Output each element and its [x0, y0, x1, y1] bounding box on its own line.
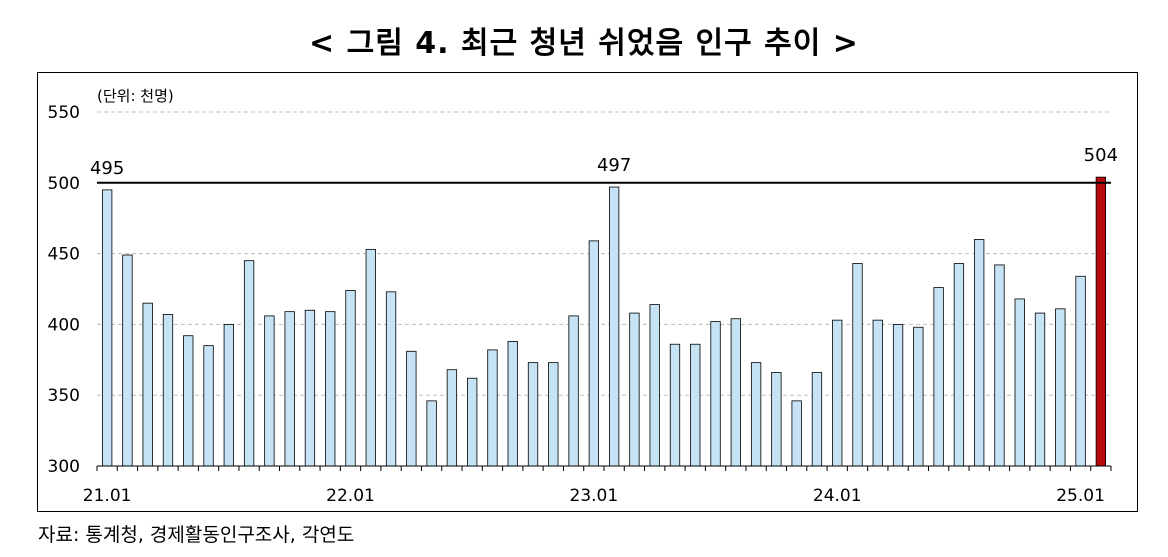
bar-24.02	[852, 263, 863, 467]
bar-21.06	[203, 345, 214, 467]
bar-23.02	[608, 186, 620, 467]
bar-23.03	[629, 312, 640, 467]
bar-24.08	[974, 239, 985, 467]
bar-22.02	[365, 248, 376, 467]
bar-22.08	[487, 349, 498, 467]
bar-22.05	[426, 400, 437, 467]
bar-23.11	[791, 400, 802, 467]
bar-23.10	[771, 372, 782, 467]
x-tick-label-22.01: 22.01	[326, 486, 375, 506]
bar-24.05	[913, 326, 924, 467]
x-tick-label-25.01: 25.01	[1056, 486, 1105, 506]
bar-21.03	[142, 302, 153, 467]
bar-24.11	[1034, 312, 1046, 467]
bar-21.07	[223, 323, 234, 467]
bar-23.08	[730, 318, 741, 467]
bar-22.01	[345, 290, 356, 467]
bar-22.10	[527, 362, 539, 467]
bar-25.01	[1075, 275, 1086, 467]
bar-49	[1095, 176, 1107, 467]
bar-22.04	[406, 350, 417, 467]
bar-21.09	[264, 315, 275, 467]
y-tick-label-300: 300	[48, 457, 80, 477]
x-tick-label-23.01: 23.01	[570, 486, 619, 506]
data-label-504: 504	[1084, 145, 1118, 166]
data-label-497: 497	[597, 155, 631, 176]
x-tick-label-21.01: 21.01	[83, 486, 132, 506]
bar-23.09	[750, 362, 762, 467]
bar-23.01	[588, 240, 600, 467]
x-tick-label-24.01: 24.01	[813, 486, 862, 506]
chart-frame	[37, 72, 1138, 512]
data-label-495: 495	[90, 158, 124, 179]
bar-21.05	[183, 335, 194, 467]
bar-21.10	[284, 311, 295, 467]
bar-24.10	[1014, 298, 1025, 467]
bar-23.12	[811, 372, 823, 467]
y-tick-label-350: 350	[48, 386, 80, 406]
bar-24.03	[872, 319, 883, 467]
bar-24.09	[994, 264, 1005, 467]
bar-21.11	[304, 309, 316, 467]
bar-24.07	[953, 263, 965, 467]
bar-21.08	[243, 260, 255, 467]
bar-24.12	[1055, 308, 1066, 467]
bar-24.01	[832, 319, 843, 467]
unit-label: (단위: 천명)	[97, 87, 174, 105]
bar-22.12	[568, 315, 579, 467]
y-tick-label-450: 450	[48, 245, 80, 265]
bar-23.05	[669, 343, 681, 467]
y-tick-label-500: 500	[48, 174, 80, 194]
bar-21.02	[122, 254, 133, 467]
bar-23.07	[710, 321, 721, 467]
bar-22.11	[548, 362, 559, 467]
bar-23.06	[690, 343, 701, 467]
y-tick-label-550: 550	[48, 103, 80, 123]
chart-title: < 그림 4. 최근 청년 쉬었음 인구 추이 >	[309, 26, 859, 61]
bar-21.04	[162, 314, 174, 467]
bar-23.04	[649, 304, 660, 467]
y-tick-label-400: 400	[48, 315, 80, 335]
bar-24.04	[892, 323, 904, 467]
bar-21.01	[101, 189, 113, 467]
bar-24.06	[933, 287, 944, 467]
bar-22.09	[507, 340, 518, 467]
bar-21.12	[325, 311, 336, 467]
bar-22.06	[446, 369, 458, 467]
bar-22.07	[467, 377, 478, 467]
bar-22.03	[385, 291, 397, 467]
source-note: 자료: 통계청, 경제활동인구조사, 각연도	[38, 524, 355, 546]
